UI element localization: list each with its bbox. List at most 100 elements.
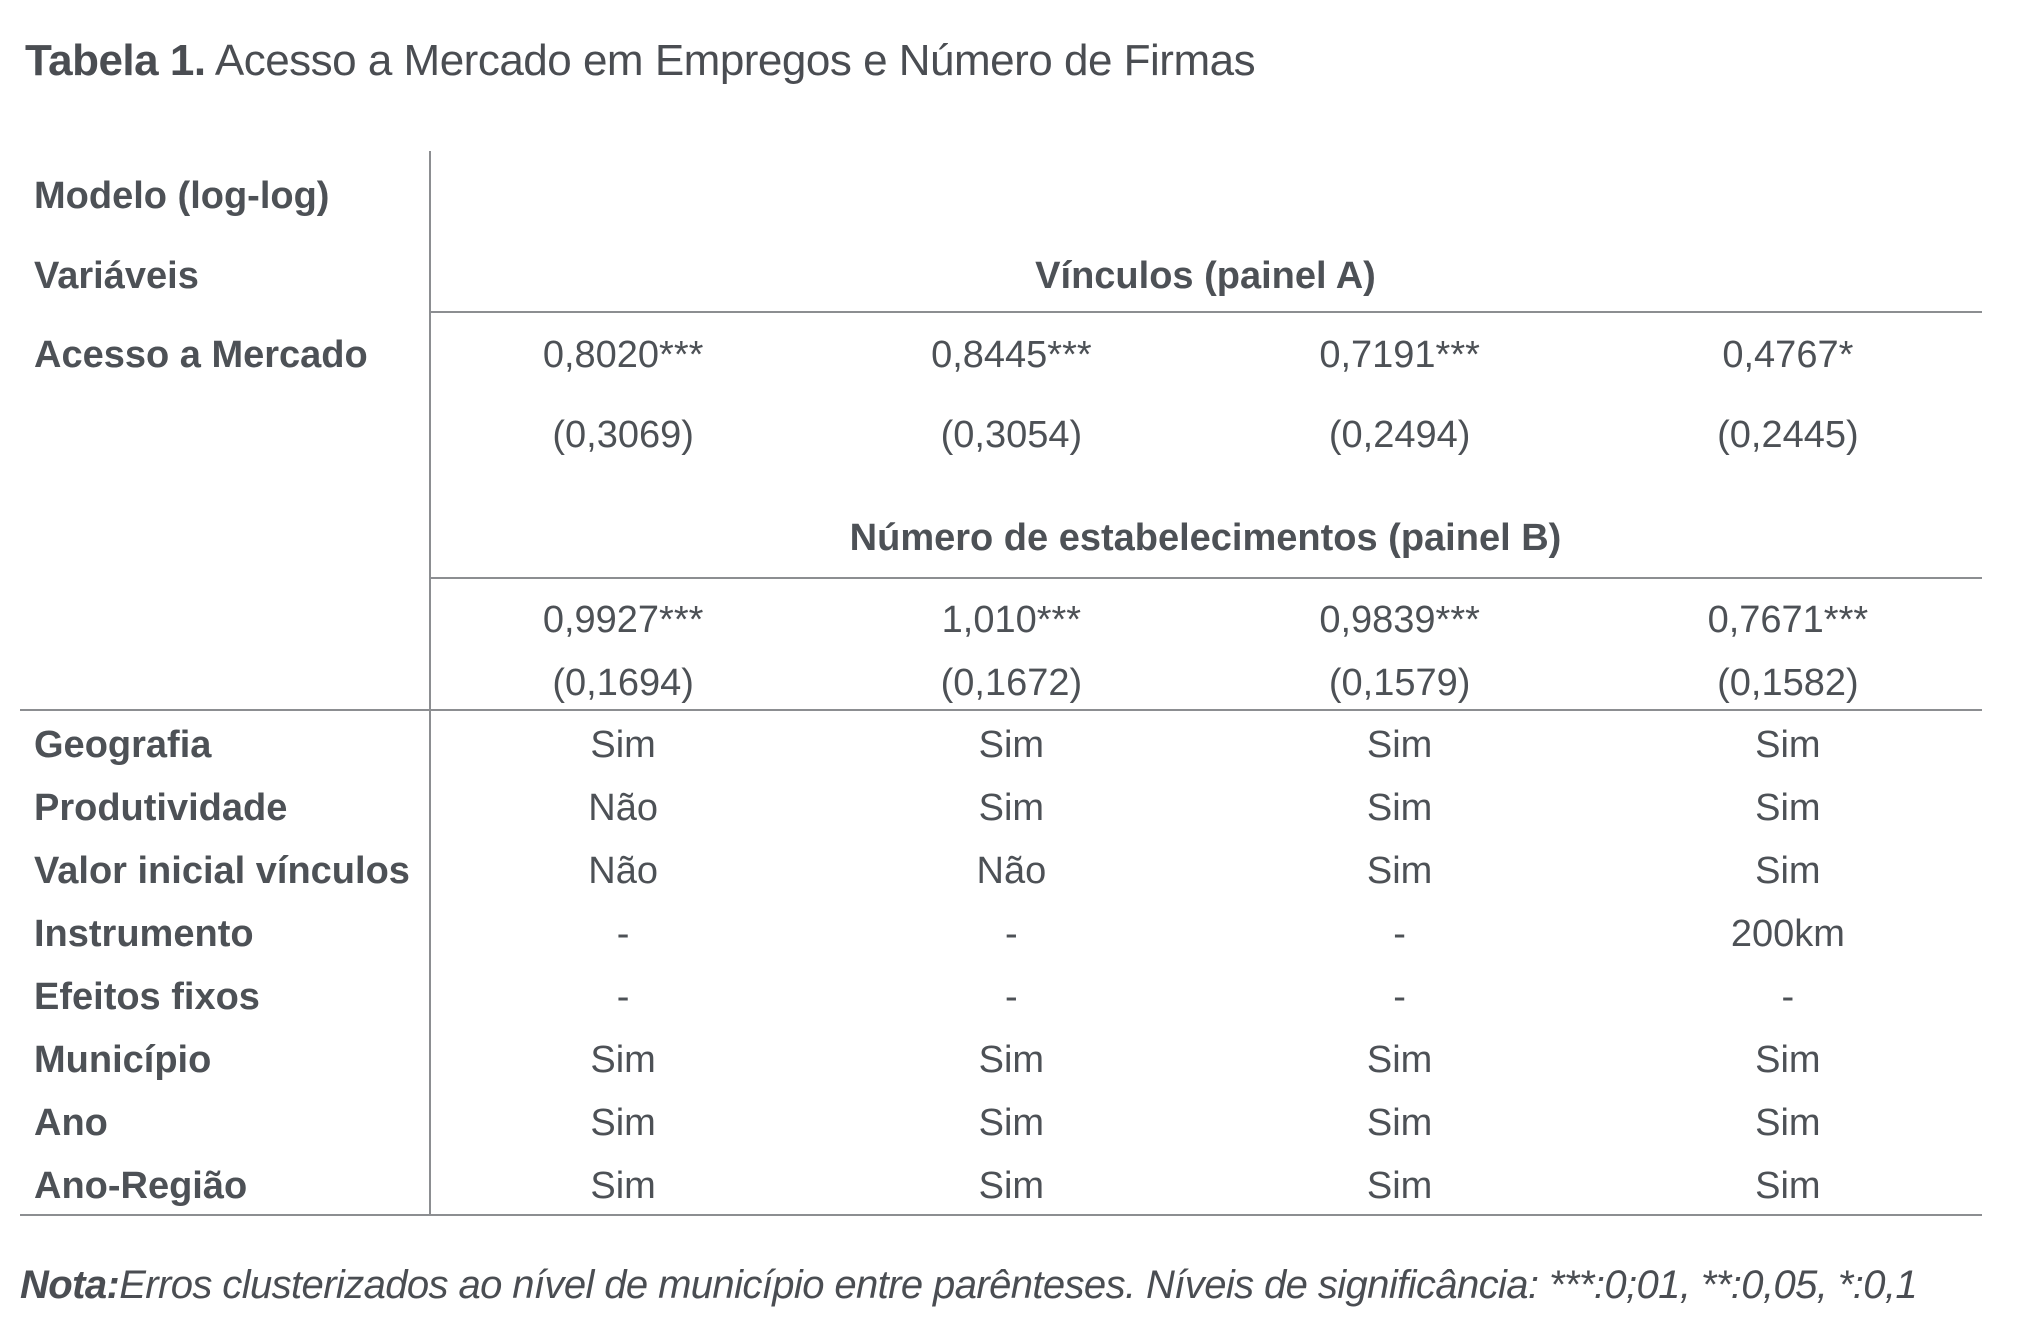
stderr-cell: (0,1672) — [940, 661, 1083, 704]
coefficient-cell: 0,4767* — [1722, 333, 1854, 376]
stderr-cell: (0,3069) — [552, 413, 694, 456]
page-title: Tabela 1. Acesso a Mercado em Empregos e… — [25, 36, 1256, 86]
spec-cell: Sim — [590, 1101, 656, 1144]
spec-row-cells: Sim Sim Sim Sim — [429, 1039, 1982, 1082]
panel-b-stderr-cells: (0,1694) (0,1672) (0,1579) (0,1582) — [429, 662, 1982, 705]
spec-cell: Sim — [1366, 723, 1433, 766]
spec-cell: Não — [588, 786, 658, 829]
spec-row-label: Efeitos fixos — [34, 975, 260, 1018]
spec-cell: Sim — [978, 1101, 1045, 1144]
table-row: Instrumento - - - 200km — [0, 904, 2040, 964]
spec-row-label: Geografia — [34, 723, 212, 766]
spec-cell: Sim — [978, 1164, 1045, 1207]
spec-cell: - — [1005, 975, 1018, 1018]
spec-cell: Sim — [1755, 1101, 1821, 1144]
spec-row-label: Produtividade — [34, 786, 288, 829]
spec-cell: 200km — [1730, 912, 1845, 955]
table-row: (0,1694) (0,1672) (0,1579) (0,1582) — [0, 653, 2040, 713]
spec-cell: - — [1393, 912, 1406, 955]
vertical-divider-rule — [429, 151, 431, 1215]
coefficient-cell: 0,8020*** — [542, 333, 704, 376]
table-row: Modelo (log-log) — [0, 166, 2040, 226]
footnote-text: Erros clusterizados ao nível de municípi… — [119, 1262, 1918, 1307]
table-row: (0,3069) (0,3054) (0,2494) (0,2445) — [0, 405, 2040, 465]
spec-row-label: Município — [34, 1038, 212, 1081]
spec-cell: Sim — [978, 786, 1045, 829]
spec-row-cells: Sim Sim Sim Sim — [429, 1165, 1982, 1208]
table-row: 0,9927*** 1,010*** 0,9839*** 0,7671*** — [0, 590, 2040, 650]
table-row: Número de estabelecimentos (painel B) — [0, 508, 2040, 568]
spec-row-label: Ano-Região — [34, 1164, 248, 1207]
model-header-label: Modelo (log-log) — [34, 174, 330, 217]
spec-cell: Sim — [978, 1038, 1045, 1081]
panel-a-header-rule — [429, 311, 1982, 313]
mid-table-rule — [20, 709, 1982, 711]
spec-cell: Não — [976, 849, 1047, 892]
spec-row-cells: - - - - — [429, 976, 1982, 1019]
spec-cell: Sim — [1366, 1038, 1433, 1081]
coefficient-cell: 0,9927*** — [542, 598, 704, 641]
stderr-cell: (0,1582) — [1717, 661, 1859, 704]
spec-cell: Sim — [1366, 849, 1433, 892]
spec-cell: Sim — [590, 723, 656, 766]
spec-cell: - — [1005, 912, 1018, 955]
spec-row-label: Ano — [34, 1101, 108, 1144]
stderr-cell: (0,1579) — [1328, 661, 1471, 704]
spec-cell: - — [1781, 975, 1795, 1018]
spec-row-cells: Não Sim Sim Sim — [429, 787, 1982, 830]
table-row: Efeitos fixos - - - - — [0, 967, 2040, 1027]
spec-cell: Sim — [1755, 849, 1821, 892]
spec-cell: - — [1393, 975, 1406, 1018]
coefficient-cell: 0,7671*** — [1707, 598, 1869, 641]
table-row: Ano Sim Sim Sim Sim — [0, 1093, 2040, 1153]
table-row: Produtividade Não Sim Sim Sim — [0, 778, 2040, 838]
spec-row-label: Instrumento — [34, 912, 254, 955]
footnote-prefix: Nota: — [20, 1262, 120, 1307]
spec-cell: Sim — [590, 1164, 656, 1207]
coefficient-cell: 0,8445*** — [931, 333, 1092, 376]
spec-cell: Sim — [1755, 786, 1821, 829]
table-footnote: Nota: Erros clusterizados ao nível de mu… — [20, 1255, 2030, 1315]
table-row: Geografia Sim Sim Sim Sim — [0, 715, 2040, 775]
table-row: Acesso a Mercado 0,8020*** 0,8445*** 0,7… — [0, 325, 2040, 385]
table-row: Valor inicial vínculos Não Não Sim Sim — [0, 841, 2040, 901]
spec-cell: - — [616, 912, 630, 955]
spec-row-cells: Sim Sim Sim Sim — [429, 724, 1982, 767]
panel-b-coefficient-cells: 0,9927*** 1,010*** 0,9839*** 0,7671*** — [429, 599, 1982, 642]
spec-row-cells: Sim Sim Sim Sim — [429, 1102, 1982, 1145]
bottom-table-rule — [20, 1214, 1982, 1216]
stderr-cell: (0,2445) — [1717, 413, 1859, 456]
panel-b-header-rule — [429, 577, 1982, 579]
spec-cell: Não — [588, 849, 658, 892]
coefficient-cell: 0,9839*** — [1319, 598, 1480, 641]
panel-b-header: Número de estabelecimentos (painel B) — [849, 516, 1562, 559]
table-title-text: Acesso a Mercado em Empregos e Número de… — [205, 36, 1256, 85]
table-row: Variáveis Vínculos (painel A) — [0, 246, 2040, 306]
variables-header-label: Variáveis — [34, 254, 199, 297]
spec-cell: Sim — [1366, 1164, 1433, 1207]
coefficient-cell: 1,010*** — [941, 598, 1082, 641]
spec-cell: Sim — [978, 723, 1045, 766]
panel-a-header: Vínculos (painel A) — [1035, 254, 1376, 297]
panel-a-coefficient-cells: 0,8020*** 0,8445*** 0,7191*** 0,4767* — [429, 334, 1982, 377]
spec-row-cells: - - - 200km — [429, 913, 1982, 956]
stderr-cell: (0,1694) — [552, 661, 694, 704]
spec-cell: Sim — [1755, 1038, 1821, 1081]
spec-cell: Sim — [1366, 786, 1433, 829]
spec-row-label: Valor inicial vínculos — [34, 849, 410, 892]
spec-row-cells: Não Não Sim Sim — [429, 850, 1982, 893]
table-row: Ano-Região Sim Sim Sim Sim — [0, 1156, 2040, 1216]
coefficient-cell: 0,7191*** — [1319, 333, 1480, 376]
table-number: Tabela 1. — [25, 36, 206, 85]
spec-cell: Sim — [1755, 723, 1821, 766]
spec-cell: Sim — [1366, 1101, 1433, 1144]
spec-cell: Sim — [1755, 1164, 1821, 1207]
spec-cell: Sim — [590, 1038, 656, 1081]
stderr-cell: (0,2494) — [1328, 413, 1471, 456]
spec-cell: - — [616, 975, 630, 1018]
table-row: Município Sim Sim Sim Sim — [0, 1030, 2040, 1090]
panel-a-stderr-cells: (0,3069) (0,3054) (0,2494) (0,2445) — [429, 414, 1982, 457]
stderr-cell: (0,3054) — [940, 413, 1083, 456]
market-access-label: Acesso a Mercado — [34, 333, 368, 376]
